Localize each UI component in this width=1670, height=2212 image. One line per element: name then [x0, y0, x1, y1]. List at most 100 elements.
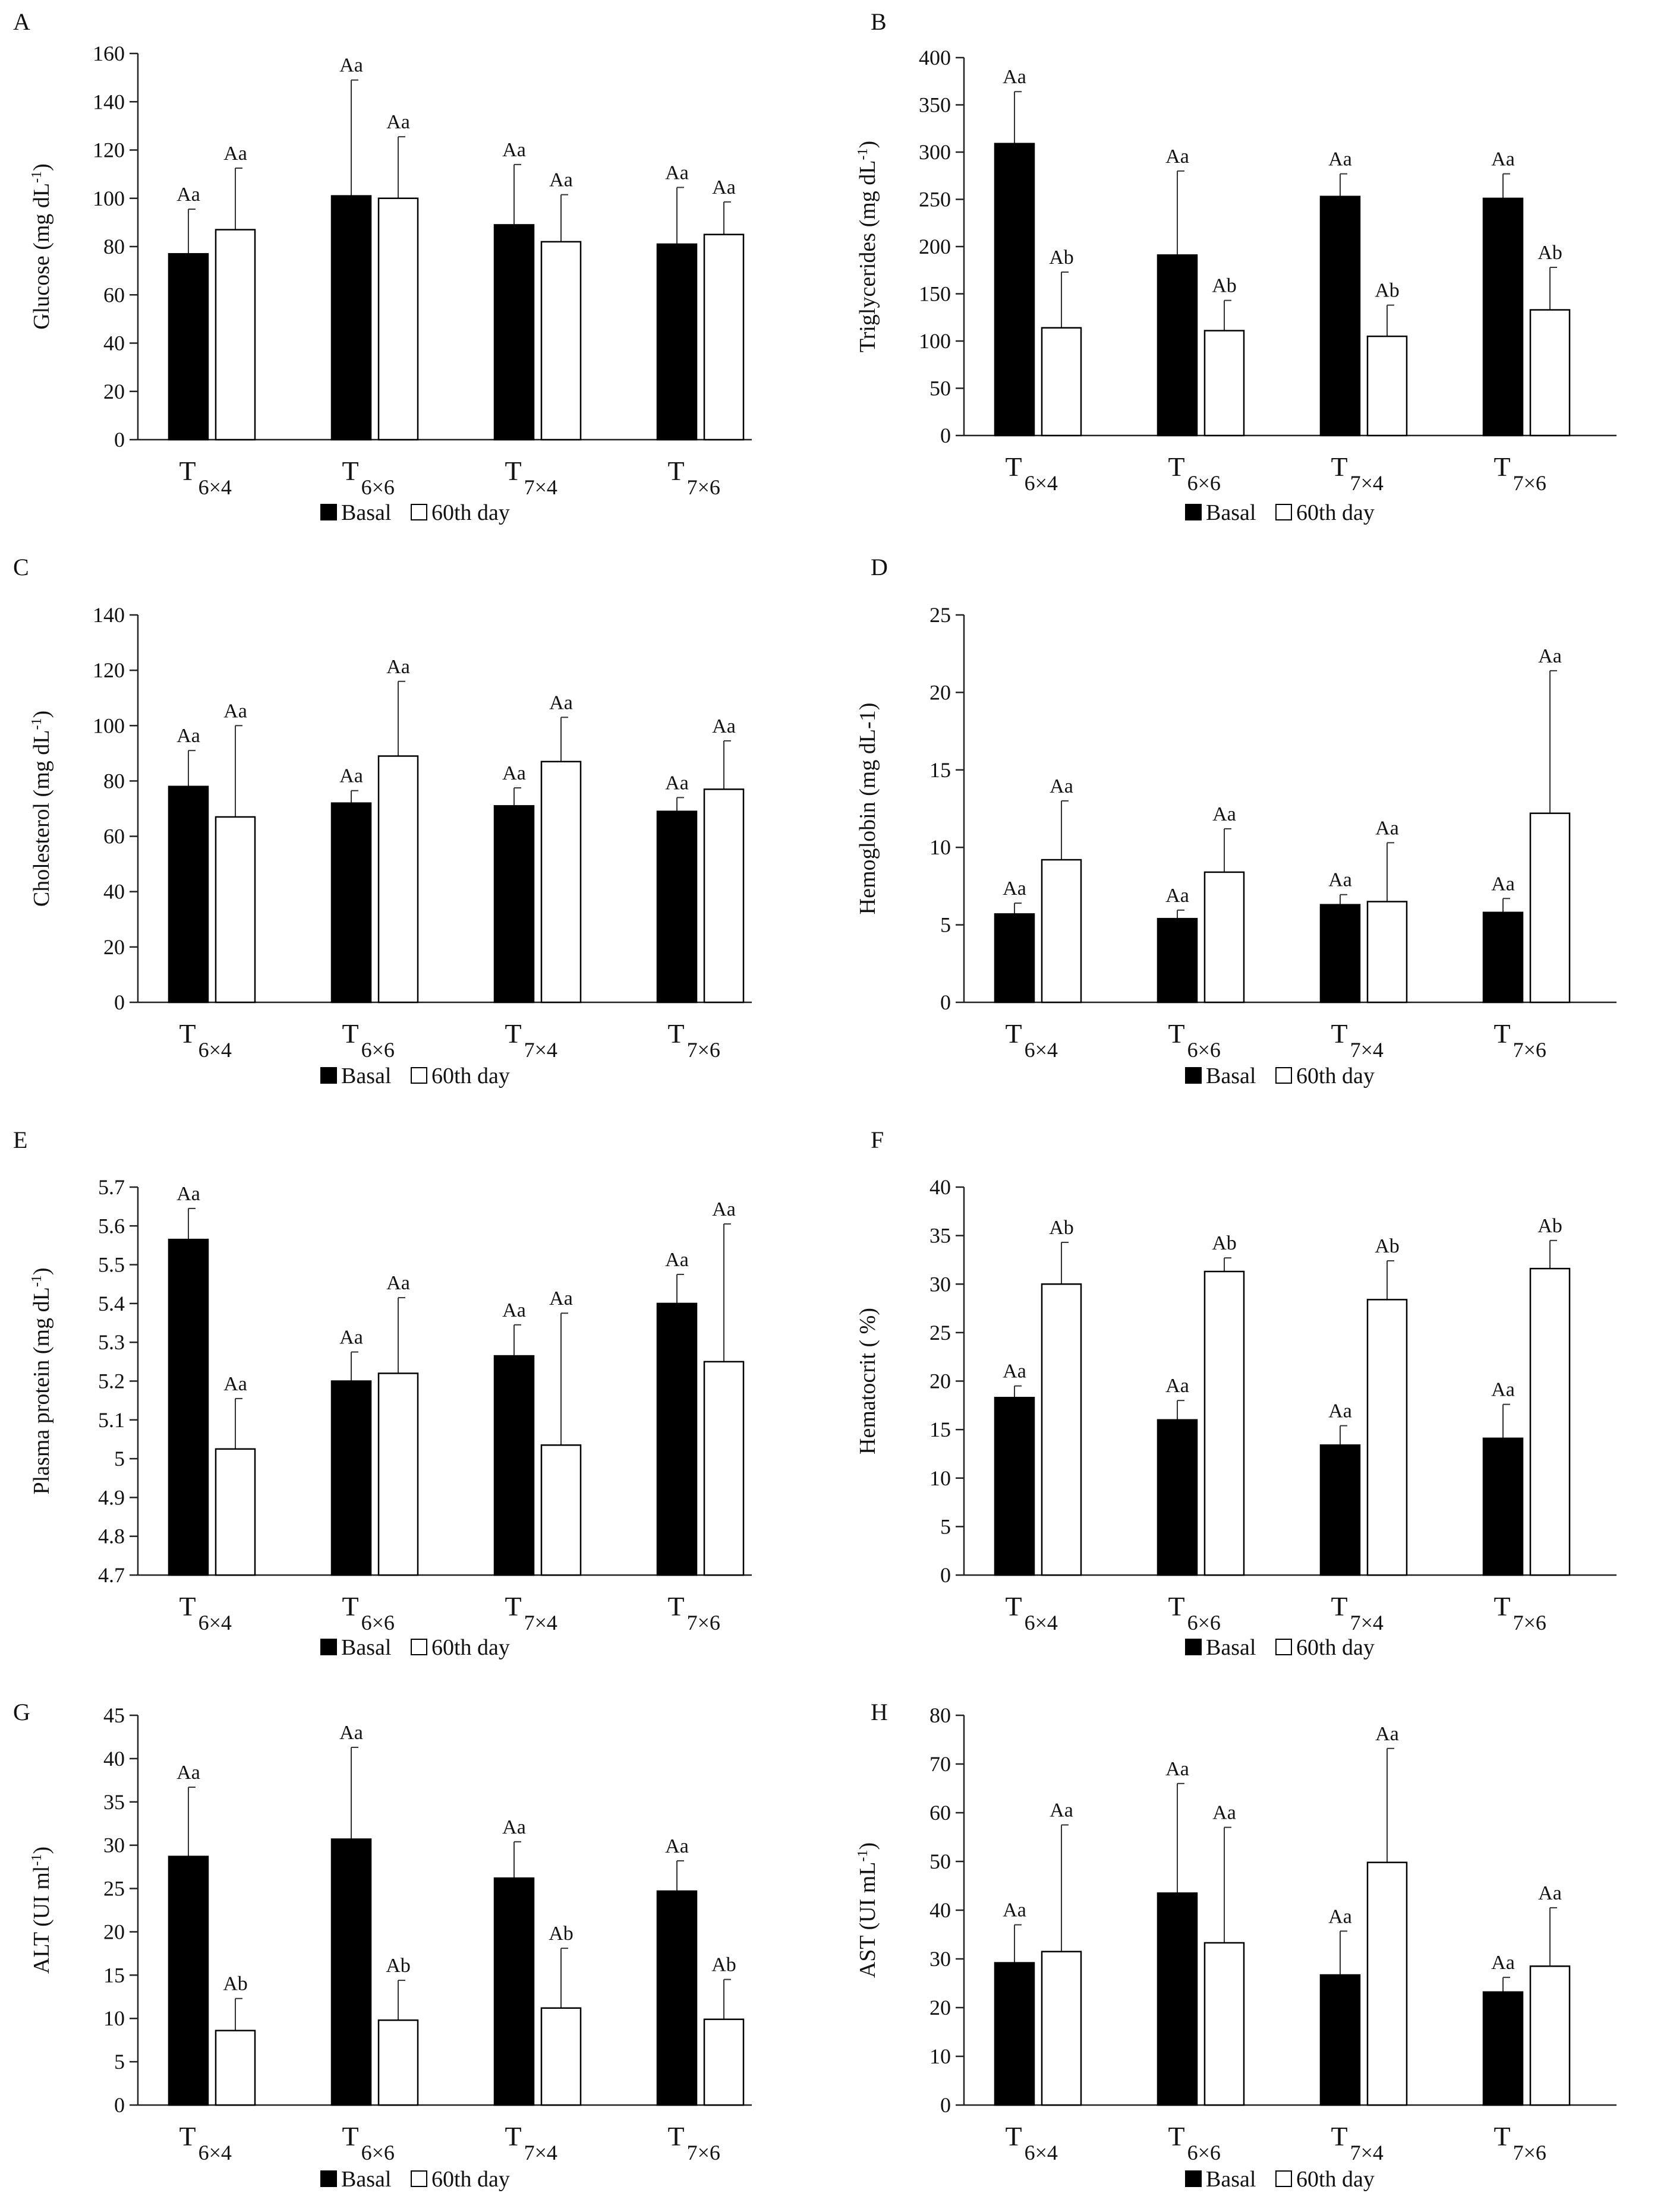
legend: Basal 60th day	[1185, 500, 1375, 525]
legend-label-basal: Basal	[1206, 2167, 1256, 2192]
category-label: T7×4	[505, 2121, 557, 2164]
bar-60th-day	[1041, 859, 1082, 1004]
bar-60th-day	[1366, 1299, 1408, 1576]
bar-basal	[330, 1838, 372, 2106]
y-axis-label: Hematocrit ( %)	[855, 1308, 880, 1454]
bar-basal	[493, 1355, 535, 1576]
y-tick-label: 40	[103, 332, 125, 355]
significance-label: Aa	[223, 143, 247, 165]
category-label-base: T	[1331, 2121, 1348, 2151]
y-tick-label: 5.1	[98, 1408, 125, 1432]
legend: Basal 60th day	[320, 2167, 510, 2192]
category-label-base: T	[1006, 452, 1022, 482]
bar-basal	[493, 1877, 535, 2106]
significance-label: Aa	[1003, 1361, 1026, 1383]
y-tick-label: 30	[103, 1834, 125, 1857]
y-tick-label: 100	[93, 187, 125, 210]
significance-label: Ab	[1375, 1235, 1400, 1257]
category-label-base: T	[1168, 1591, 1185, 1621]
y-tick-label: 0	[940, 990, 951, 1014]
significance-label: Aa	[1050, 1800, 1073, 1822]
legend: Basal 60th day	[1185, 1635, 1375, 1660]
category-label-subscript: 6×4	[198, 1611, 232, 1634]
y-axis-label-text: Triglycerides (mg dL	[855, 160, 880, 352]
significance-label: Aa	[177, 1762, 200, 1784]
y-axis-label: ALT (UI ml-1)	[29, 1847, 54, 1974]
category-label-subscript: 7×4	[1350, 1038, 1384, 1062]
bar-60th-day	[1041, 327, 1082, 437]
y-tick-label: 160	[93, 42, 125, 65]
y-tick-label: 40	[929, 1898, 951, 1922]
category-label-subscript: 6×6	[1187, 471, 1221, 495]
y-axis-label-end: )	[29, 1847, 54, 1854]
bar-60th-day	[540, 761, 582, 1004]
y-tick-label: 400	[919, 46, 951, 70]
legend-label-60th-day: 60th day	[1296, 1635, 1375, 1660]
y-tick-label: 30	[929, 1947, 951, 1971]
legend-label-60th-day: 60th day	[431, 2167, 510, 2192]
bar-basal	[1482, 1437, 1524, 1576]
category-label-base: T	[1331, 1018, 1348, 1049]
category-label: T7×4	[505, 1018, 557, 1062]
significance-label: Aa	[549, 1288, 573, 1309]
category-label-subscript: 6×6	[361, 475, 395, 499]
category-label-subscript: 7×6	[687, 2141, 720, 2164]
y-axis-label-text: Cholesterol (mg dL	[29, 730, 54, 907]
category-label-subscript: 7×4	[1350, 2141, 1384, 2164]
significance-label: Aa	[339, 55, 363, 77]
category-label: T6×6	[1168, 1018, 1221, 1062]
category-label-subscript: 6×6	[361, 2141, 395, 2164]
category-label: T7×6	[668, 1018, 720, 1062]
category-label-subscript: 7×4	[524, 1611, 557, 1634]
bar-basal	[656, 1890, 698, 2106]
y-tick-label: 5	[940, 1514, 951, 1538]
category-label-subscript: 6×6	[1187, 2141, 1221, 2164]
y-tick-label: 10	[929, 1466, 951, 1490]
category-label-base: T	[668, 1591, 685, 1621]
y-tick-label: 100	[93, 714, 125, 737]
bar-basal	[1157, 254, 1198, 437]
category-label-base: T	[505, 1591, 522, 1621]
category-label-subscript: 6×4	[1025, 1038, 1058, 1062]
category-label: T6×6	[1168, 1591, 1221, 1634]
significance-label: Aa	[1538, 645, 1562, 667]
significance-label: Aa	[502, 1816, 526, 1838]
significance-label: Ab	[1537, 1215, 1562, 1237]
significance-label: Ab	[1375, 280, 1400, 302]
category-label-base: T	[668, 2121, 685, 2151]
bar-basal	[168, 1856, 209, 2106]
bar-basal	[994, 143, 1035, 437]
legend-swatch-60th-day	[411, 504, 427, 520]
bar-60th-day	[1041, 1283, 1082, 1576]
significance-label: Aa	[339, 1722, 363, 1744]
y-axis-label-end: )	[855, 1842, 880, 1850]
bar-basal	[168, 1238, 209, 1576]
category-label-base: T	[505, 2121, 522, 2151]
y-tick-label: 35	[929, 1224, 951, 1248]
legend: Basal 60th day	[320, 1635, 510, 1660]
y-axis-label-text: ALT (UI ml	[29, 1866, 54, 1974]
legend-swatch-60th-day	[1275, 2170, 1292, 2187]
significance-label: Aa	[1491, 149, 1515, 171]
significance-label: Ab	[223, 1973, 248, 1995]
bar-basal	[1319, 1444, 1361, 1576]
category-label: T7×4	[1331, 1018, 1384, 1062]
category-label-subscript: 6×6	[361, 1038, 395, 1062]
y-tick-label: 25	[103, 1877, 125, 1901]
bar-60th-day	[377, 197, 419, 441]
significance-label: Aa	[386, 111, 410, 133]
y-tick-label: 15	[929, 758, 951, 782]
category-label-subscript: 6×4	[1025, 2141, 1058, 2164]
category-label: T7×6	[668, 456, 720, 499]
category-label: T6×6	[342, 1018, 395, 1062]
significance-label: Aa	[712, 715, 736, 737]
category-label: T6×4	[179, 456, 232, 499]
y-tick-label: 20	[103, 380, 125, 403]
bar-60th-day	[1529, 1267, 1571, 1576]
category-label-subscript: 7×6	[1513, 471, 1546, 495]
bar-60th-day	[1366, 901, 1408, 1004]
category-label: T7×6	[1494, 1591, 1546, 1634]
bar-60th-day	[703, 233, 745, 441]
